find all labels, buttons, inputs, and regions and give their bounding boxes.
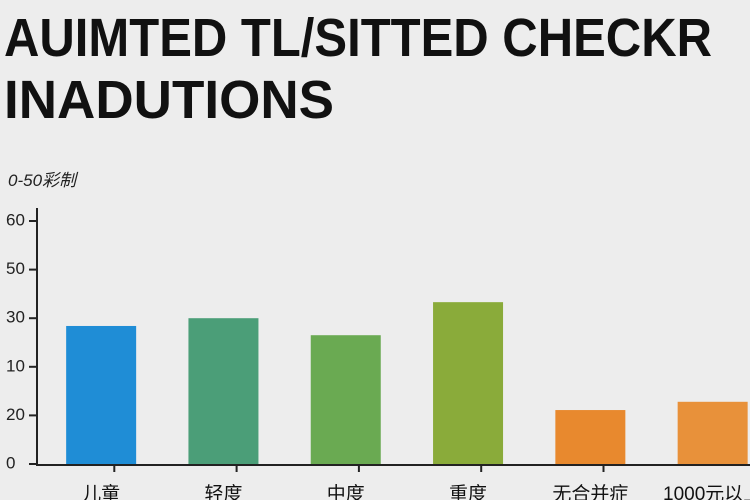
- y-tick-label: 0: [6, 453, 15, 472]
- y-axis-label: 0-50彩制: [8, 171, 79, 190]
- chart-title: AUIMTED TL/SITTED CHECKR: [4, 8, 712, 68]
- bar: [433, 302, 504, 464]
- bar: [677, 401, 748, 464]
- y-tick-label: 50: [6, 259, 25, 278]
- x-tick-label: 1000元以上: [663, 483, 750, 500]
- y-tick-label: 10: [6, 356, 25, 375]
- x-tick-label: 无合并症: [552, 483, 628, 500]
- x-tick-label: 中度: [327, 483, 365, 500]
- bar: [310, 335, 381, 464]
- chart-title: INADUTIONS: [4, 70, 334, 130]
- bar: [555, 410, 626, 464]
- x-tick-label: 轻度: [204, 483, 242, 500]
- y-tick-label: 20: [6, 405, 25, 424]
- y-tick-label: 30: [6, 308, 25, 327]
- x-tick-label: 儿童: [82, 483, 120, 500]
- bar: [188, 318, 259, 464]
- y-tick-label: 60: [6, 210, 25, 229]
- bar: [66, 325, 137, 464]
- x-tick-label: 重度: [449, 483, 487, 500]
